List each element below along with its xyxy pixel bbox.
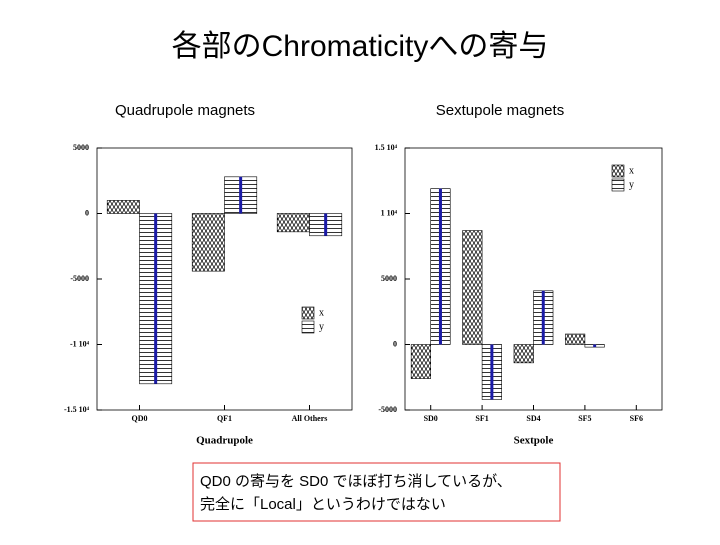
y-tick-label: 5000 xyxy=(381,274,397,283)
legend-label: y xyxy=(319,321,324,332)
x-tick-label: SD4 xyxy=(526,414,540,423)
note-box xyxy=(192,462,561,522)
legend-label: y xyxy=(629,179,634,190)
x-tick-label: QD0 xyxy=(132,414,148,423)
x-axis-title: Sextpole xyxy=(514,435,554,447)
slide-title: 各部のChromaticityへの寄与 xyxy=(172,30,549,63)
y-tick-label: 1.5 10⁴ xyxy=(375,143,398,152)
note-line: 完全に「Local」というわけではない xyxy=(200,495,446,513)
bar xyxy=(462,230,483,345)
x-tick-label: SD0 xyxy=(424,414,438,423)
legend-swatch xyxy=(611,164,625,178)
note-line: QD0 の寄与を SD0 でほぼ打ち消しているが、 xyxy=(200,472,512,490)
bar xyxy=(410,344,431,379)
legend-box xyxy=(291,304,338,338)
y-tick-label: -5000 xyxy=(378,405,397,414)
y-tick-label: -5000 xyxy=(70,274,89,283)
bar xyxy=(565,333,586,345)
legend-swatch xyxy=(301,306,315,320)
bar xyxy=(191,213,225,272)
y-tick-label: 5000 xyxy=(73,143,89,152)
legend-box xyxy=(601,162,648,196)
bar xyxy=(106,200,140,214)
panel-title: Quadrupole magnets xyxy=(115,102,255,119)
y-tick-label: -1 10⁴ xyxy=(70,339,90,348)
panel-title: Sextupole magnets xyxy=(436,102,564,119)
x-tick-label: QF1 xyxy=(217,414,232,423)
legend-swatch xyxy=(301,320,315,334)
x-tick-label: SF1 xyxy=(475,414,488,423)
x-tick-label: All Others xyxy=(292,414,328,423)
legend-label: x xyxy=(319,307,324,318)
y-tick-label: 1 10⁴ xyxy=(381,208,398,217)
x-tick-label: SF5 xyxy=(578,414,591,423)
legend-label: x xyxy=(629,165,634,176)
y-tick-label: 0 xyxy=(393,339,397,348)
legend-swatch xyxy=(611,178,625,192)
bar xyxy=(513,344,534,364)
y-tick-label: -1.5 10⁴ xyxy=(64,405,90,414)
x-axis-title: Quadrupole xyxy=(196,435,253,447)
x-tick-label: SF6 xyxy=(630,414,643,423)
y-tick-label: 0 xyxy=(85,208,89,217)
bar xyxy=(276,213,310,233)
